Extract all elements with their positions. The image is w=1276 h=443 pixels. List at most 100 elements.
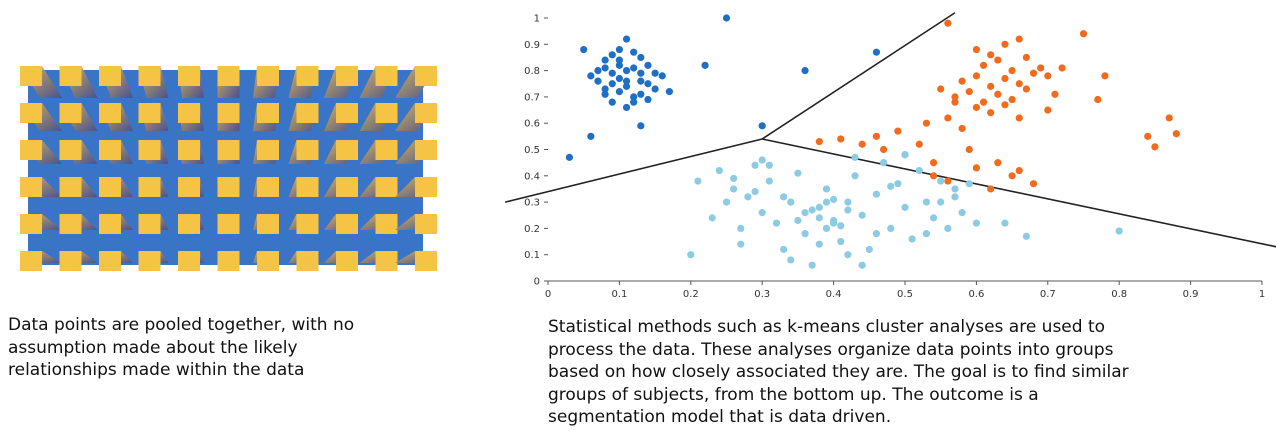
bar-top <box>336 103 358 123</box>
x-tick-label: 0.5 <box>897 289 913 300</box>
point <box>951 93 959 101</box>
point <box>637 53 645 62</box>
bar-top <box>99 140 121 160</box>
point <box>879 159 888 167</box>
bar-top <box>375 214 398 234</box>
point <box>587 72 595 80</box>
y-tick-label: 0.7 <box>524 92 540 103</box>
caption-line: Statistical methods such as k-means clus… <box>548 317 1106 337</box>
point <box>1022 232 1030 240</box>
y-tick-label: 0.1 <box>524 250 540 261</box>
bar-top <box>59 66 82 86</box>
point <box>972 72 980 80</box>
bar-top <box>59 140 82 160</box>
point <box>894 180 902 188</box>
x-tick-label: 0.1 <box>611 289 627 300</box>
point <box>830 195 838 204</box>
bar-top <box>99 214 121 234</box>
point <box>944 114 952 122</box>
point <box>787 256 795 264</box>
point <box>765 177 773 185</box>
point <box>987 51 995 59</box>
point <box>979 61 988 69</box>
bar-top <box>20 140 42 160</box>
bar-top <box>138 140 161 160</box>
bar-top <box>178 103 200 123</box>
bar-top <box>138 103 161 123</box>
bar-top <box>99 251 121 271</box>
bar-top <box>336 66 358 86</box>
bar-top <box>415 251 437 271</box>
point <box>1101 72 1109 80</box>
bar-top <box>375 251 398 271</box>
boundary-line <box>504 138 763 203</box>
bar-top <box>336 140 358 160</box>
point <box>1029 180 1038 188</box>
point <box>722 198 731 206</box>
caption-line: Data points are pooled together, with no <box>8 315 355 335</box>
point <box>944 224 952 232</box>
bar-top <box>257 103 279 123</box>
point <box>922 119 931 127</box>
point <box>887 182 895 190</box>
point <box>794 216 802 225</box>
point <box>965 145 973 154</box>
point <box>601 64 609 72</box>
point <box>651 69 659 77</box>
point <box>872 230 881 238</box>
point <box>715 166 723 175</box>
point <box>644 95 652 104</box>
y-tick-label: 0.6 <box>524 119 540 130</box>
x-tick-label: 0.8 <box>1111 289 1127 300</box>
point <box>601 56 609 64</box>
point <box>872 132 881 140</box>
point <box>637 90 645 98</box>
point <box>758 209 766 217</box>
bar-top <box>415 214 437 234</box>
point <box>1037 64 1045 72</box>
point <box>815 240 823 248</box>
point <box>894 127 902 135</box>
point <box>772 219 781 227</box>
point <box>1015 166 1023 175</box>
point <box>830 216 838 225</box>
bar-top <box>375 177 398 197</box>
point <box>737 240 745 248</box>
bar-top <box>217 140 240 160</box>
point <box>1094 95 1102 104</box>
point <box>937 198 945 206</box>
point <box>1151 143 1159 151</box>
point <box>1015 80 1023 88</box>
point <box>587 132 595 140</box>
point <box>622 103 631 112</box>
point <box>837 222 845 230</box>
bar-top <box>178 214 200 234</box>
point <box>994 90 1002 98</box>
x-tick-label: 0.7 <box>1040 289 1056 300</box>
point <box>1165 114 1173 122</box>
point <box>915 140 923 148</box>
point <box>601 90 609 98</box>
point <box>1008 172 1016 180</box>
bar-top <box>178 177 200 197</box>
bar-top <box>257 66 279 86</box>
point <box>808 206 816 214</box>
point <box>815 214 823 222</box>
point <box>615 45 623 54</box>
x-tick-label: 1 <box>1259 289 1265 300</box>
bar-top <box>415 103 437 123</box>
point <box>851 172 859 180</box>
point <box>808 261 816 269</box>
x-tick-label: 0.2 <box>683 289 699 300</box>
bar-top <box>138 214 161 234</box>
point <box>1022 85 1030 93</box>
bar-top <box>296 140 319 160</box>
point <box>630 93 638 101</box>
y-tick-label: 0.5 <box>524 145 540 156</box>
point <box>858 211 866 219</box>
point <box>801 67 809 75</box>
point <box>758 156 766 164</box>
bar-top <box>20 66 42 86</box>
bar-top <box>99 177 121 197</box>
pooled-illustration <box>20 66 437 271</box>
